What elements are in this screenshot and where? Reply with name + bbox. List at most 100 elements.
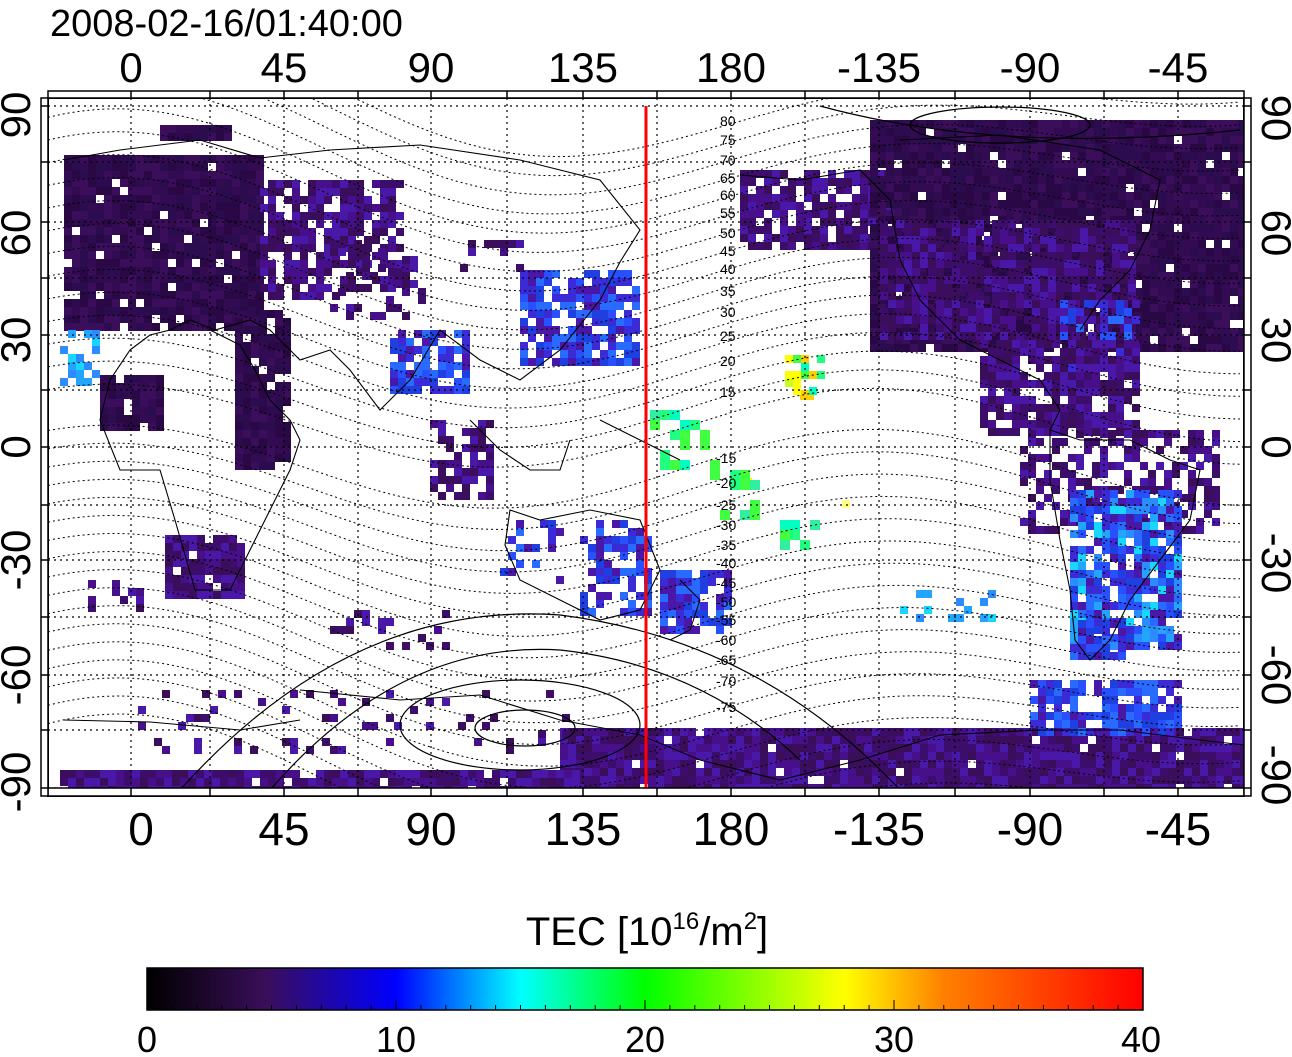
tec-cell [688, 776, 696, 784]
tec-cell [992, 228, 1000, 236]
tec-cell [904, 268, 912, 276]
tec-cell [952, 760, 960, 768]
tec-cell [1158, 312, 1166, 320]
tec-cell [1080, 228, 1088, 236]
tec-cell [172, 770, 180, 778]
tec-cell [80, 195, 88, 203]
tec-cell [812, 234, 820, 242]
tec-cell [1060, 332, 1068, 340]
tec-cell [438, 436, 446, 444]
tec-cell [1112, 220, 1120, 228]
tec-cell [804, 178, 812, 186]
tec-cell [244, 778, 252, 786]
tec-cell [284, 180, 292, 188]
tec-cell [112, 211, 120, 219]
tec-cell [324, 252, 332, 260]
tec-cell [268, 778, 276, 786]
tec-cell [1160, 736, 1168, 744]
tec-cell [1238, 232, 1244, 240]
tec-cell [248, 171, 256, 179]
tec-cell [988, 348, 996, 356]
tec-cell [904, 776, 912, 784]
tec-cell [1132, 420, 1140, 428]
tec-cell [216, 133, 224, 141]
tec-cell [1142, 610, 1150, 618]
tec-cell [785, 355, 793, 363]
tec-cell [1182, 264, 1190, 272]
tec-cell [912, 276, 920, 284]
tec-cell [1032, 728, 1040, 736]
tec-cell [596, 568, 604, 576]
tec-cell [1230, 136, 1238, 144]
tec-cell [1184, 752, 1192, 760]
tec-cell [724, 618, 732, 626]
tec-cell [1150, 498, 1158, 506]
tec-cell [580, 592, 588, 600]
tec-cell [362, 272, 370, 280]
tec-cell [402, 312, 410, 320]
tec-cell [1008, 236, 1016, 244]
tec-cell [966, 144, 974, 152]
tec-cell [462, 492, 470, 500]
tec-cell [894, 128, 902, 136]
tec-cell [224, 163, 232, 171]
tec-cell [1044, 454, 1052, 462]
tec-cell [616, 318, 624, 326]
tec-cell [934, 344, 942, 352]
tec-cell [1064, 236, 1072, 244]
tec-cell [200, 267, 208, 275]
tec-cell [992, 276, 1000, 284]
tec-cell [1052, 412, 1060, 420]
tec-cell [788, 186, 796, 194]
tec-cell [192, 275, 200, 283]
tec-cell [796, 210, 804, 218]
tec-cell [132, 383, 140, 391]
tec-cell [544, 302, 552, 310]
tec-cell [720, 510, 730, 520]
tec-cell [968, 308, 976, 316]
tec-cell [1212, 494, 1220, 502]
tec-cell [952, 744, 960, 752]
tec-cell [888, 744, 896, 752]
tec-cell [784, 760, 792, 768]
tec-cell [221, 551, 229, 559]
tec-cell [1060, 404, 1068, 412]
tec-cell [852, 234, 860, 242]
tec-cell [292, 292, 300, 300]
tec-cell [148, 407, 156, 415]
tec-cell [1128, 228, 1136, 236]
tec-cell [1006, 176, 1014, 184]
tec-cell [1118, 506, 1126, 514]
tec-cell [96, 187, 104, 195]
tec-cell [1016, 268, 1024, 276]
tec-cell [1052, 486, 1060, 494]
tec-cell [1158, 634, 1166, 642]
tec-cell [1158, 264, 1166, 272]
tec-cell [1078, 136, 1086, 144]
tec-cell [1142, 618, 1150, 626]
tec-cell [624, 760, 632, 768]
tec-cell [1046, 696, 1054, 704]
tec-cell [1068, 348, 1076, 356]
tec-cell [1164, 478, 1172, 486]
tec-cell [88, 323, 96, 331]
tec-cell [664, 744, 672, 752]
tec-cell [928, 228, 936, 236]
tec-cell [243, 366, 251, 374]
tec-cell [936, 252, 944, 260]
tec-cell [1150, 546, 1158, 554]
tec-cell [1006, 144, 1014, 152]
tec-cell [1142, 272, 1150, 280]
tec-cell [1174, 320, 1182, 328]
tec-cell [1150, 216, 1158, 224]
tec-cell [283, 422, 291, 430]
tec-cell [430, 378, 438, 386]
tec-cell [1044, 372, 1052, 380]
tec-cell [596, 520, 604, 528]
tec-cell [1000, 300, 1008, 308]
tec-cell [1062, 144, 1070, 152]
tec-cell [1094, 594, 1102, 602]
tec-cell [1126, 176, 1134, 184]
tec-cell [80, 163, 88, 171]
tec-cell [292, 196, 300, 204]
